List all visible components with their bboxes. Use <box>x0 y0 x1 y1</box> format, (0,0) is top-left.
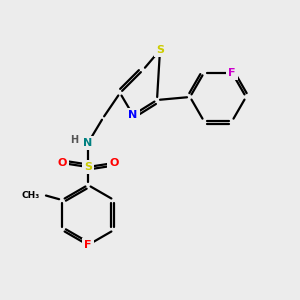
Text: F: F <box>228 68 236 78</box>
Text: N: N <box>83 138 93 148</box>
Text: CH₃: CH₃ <box>22 190 40 200</box>
Text: O: O <box>57 158 67 168</box>
Text: S: S <box>156 45 164 55</box>
Text: F: F <box>84 240 92 250</box>
Text: O: O <box>109 158 119 168</box>
Text: N: N <box>128 110 138 120</box>
Text: H: H <box>70 135 78 145</box>
Text: S: S <box>84 162 92 172</box>
